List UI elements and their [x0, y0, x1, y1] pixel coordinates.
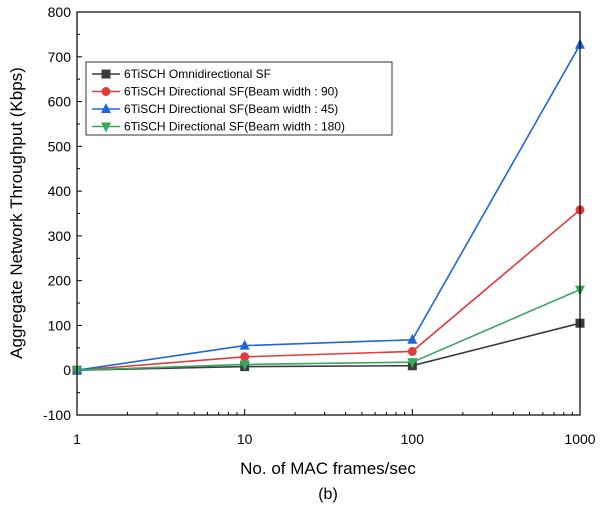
- x-axis-title: No. of MAC frames/sec: [240, 459, 416, 478]
- legend-entry-3: 6TiSCH Directional SF(Beam width : 45): [92, 102, 338, 116]
- y-tick-label: 800: [48, 4, 72, 20]
- x-tick-label: 100: [401, 431, 425, 447]
- legend-marker: [101, 103, 111, 113]
- legend-marker: [101, 69, 111, 79]
- x-tick-label: 1000: [564, 431, 595, 447]
- y-tick-label: -100: [43, 407, 71, 423]
- legend-label: 6TiSCH Directional SF(Beam width : 180): [124, 120, 345, 134]
- legend-label: 6TiSCH Omnidirectional SF: [124, 67, 271, 81]
- y-tick-label: 100: [48, 317, 72, 333]
- data-point: [407, 358, 418, 369]
- series-line: [76, 288, 581, 371]
- legend-label: 6TiSCH Directional SF(Beam width : 45): [124, 102, 338, 116]
- y-tick-label: 0: [63, 362, 71, 378]
- y-tick-label: 300: [48, 228, 72, 244]
- y-tick-label: 400: [48, 183, 72, 199]
- legend-marker: [101, 122, 111, 133]
- data-point: [407, 346, 417, 356]
- series-line: [76, 209, 581, 371]
- data-point: [239, 360, 250, 371]
- data-point: [240, 352, 250, 362]
- legend-entry-1: 6TiSCH Omnidirectional SF: [92, 67, 271, 81]
- y-tick-label: 700: [48, 49, 72, 65]
- legend-marker: [101, 87, 111, 96]
- legend-label: 6TiSCH Directional SF(Beam width : 90): [124, 85, 338, 99]
- legend: 6TiSCH Omnidirectional SF 6TiSCH Directio…: [85, 61, 393, 136]
- x-tick-label: 1: [73, 431, 81, 447]
- plot-frame: [76, 11, 581, 416]
- axis-tick-labels: -100 0 100 200 300 400 500 600 700 800 1 10 100 1000: [43, 4, 596, 447]
- series-line: [76, 322, 581, 371]
- series-layer: [72, 38, 585, 377]
- data-point: [239, 339, 250, 350]
- y-axis-title: Aggregate Network Throughput (Kbps): [7, 67, 26, 359]
- series-line: [76, 44, 581, 371]
- legend-entry-2: 6TiSCH Directional SF(Beam width : 90): [92, 85, 338, 99]
- x-tick-label: 10: [237, 431, 253, 447]
- y-tick-label: 600: [48, 94, 72, 110]
- figure-caption: (b): [318, 486, 338, 503]
- data-point: [407, 333, 418, 344]
- legend-box: [85, 61, 393, 136]
- y-tick-label: 500: [48, 138, 72, 154]
- y-tick-label: 200: [48, 273, 72, 289]
- legend-entry-4: 6TiSCH Directional SF(Beam width : 180): [92, 120, 345, 134]
